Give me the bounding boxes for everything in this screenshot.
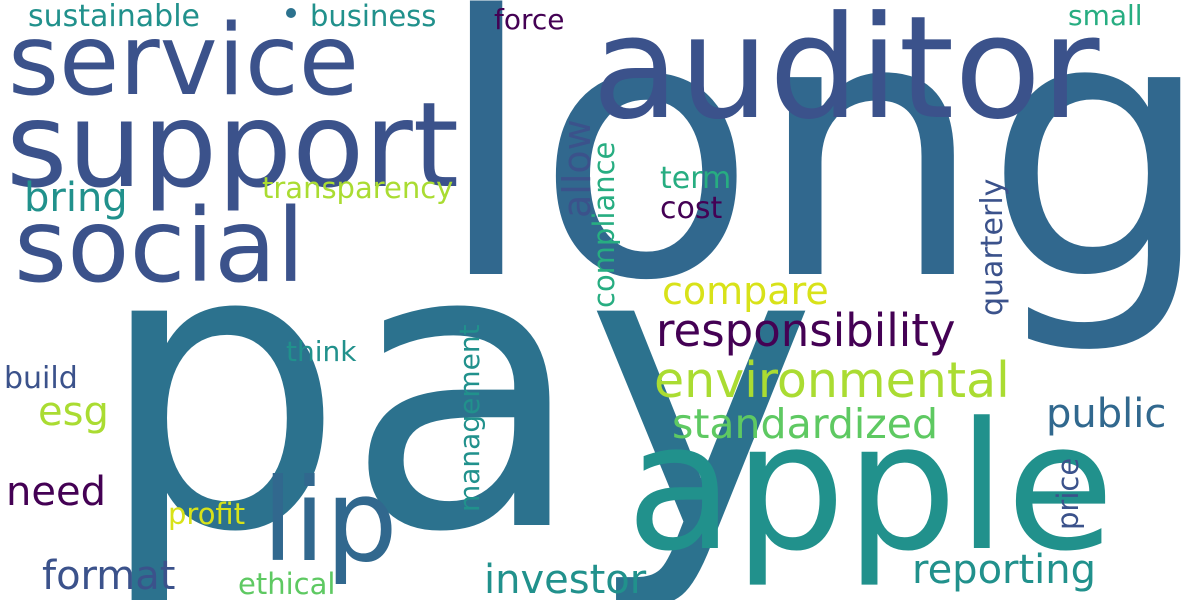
word-transparency: transparency — [262, 171, 454, 205]
word-sustainable: sustainable — [28, 0, 200, 34]
word-long: long — [436, 0, 1200, 359]
word-responsibility: responsibility — [656, 304, 956, 357]
word-ethical: ethical — [238, 567, 336, 600]
word-compliance: compliance — [587, 141, 621, 308]
word-bring: bring — [24, 175, 128, 221]
word-build: build — [4, 361, 78, 396]
word-business: business — [310, 0, 437, 33]
word-esg: esg — [38, 389, 109, 435]
word-profit: profit — [168, 497, 246, 531]
word-public: public — [1046, 391, 1167, 437]
word-standardized: standardized — [672, 400, 939, 448]
word-reporting: reporting — [912, 547, 1097, 593]
word-compare: compare — [662, 269, 829, 313]
word-management: management — [453, 324, 486, 512]
word-term: term — [660, 161, 732, 196]
word-investor: investor — [484, 557, 647, 600]
word-auditor: auditor — [592, 0, 1100, 151]
word-apple: apple — [626, 385, 1115, 590]
word-price: price — [1051, 457, 1085, 530]
word-support: support — [6, 76, 460, 214]
word-environmental: environmental — [654, 352, 1010, 409]
word-social: social — [14, 187, 305, 306]
word-small: small — [1068, 0, 1143, 32]
word-force: force — [494, 3, 565, 36]
dot-mark — [286, 8, 296, 18]
word-format: format — [42, 553, 176, 599]
word-need: need — [6, 469, 106, 515]
word-quarterly: quarterly — [975, 178, 1010, 316]
word-lip: lip — [262, 454, 398, 587]
word-think: think — [286, 335, 357, 368]
word-pay: pay — [96, 162, 818, 600]
word-cost: cost — [660, 191, 723, 226]
word-service: service — [8, 4, 360, 118]
